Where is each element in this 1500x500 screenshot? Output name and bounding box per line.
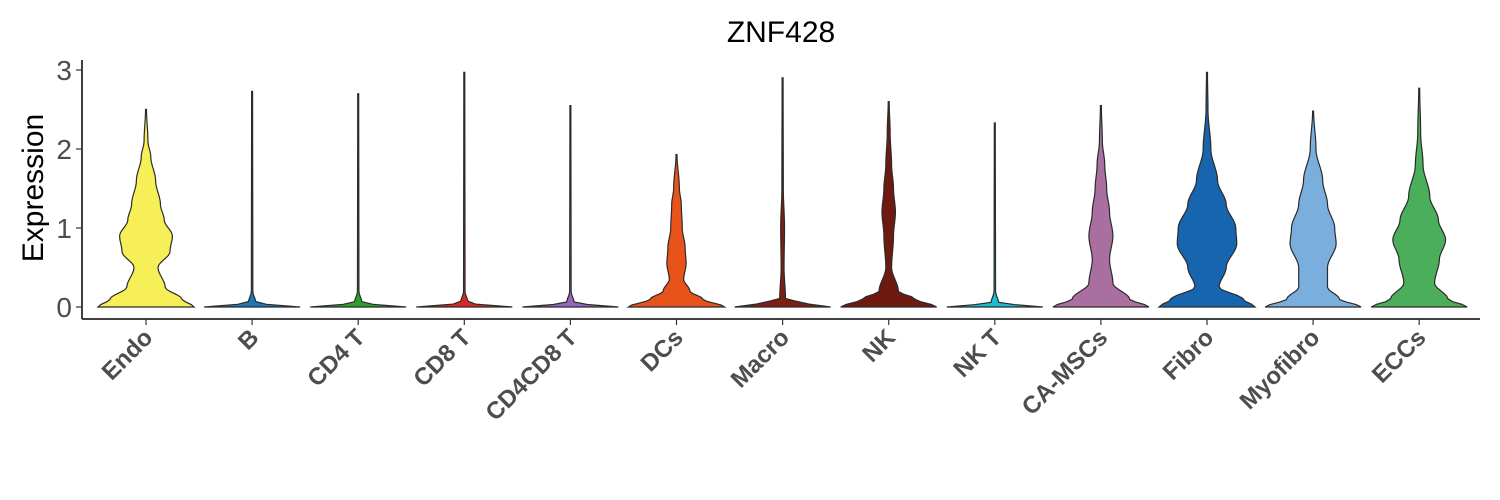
x-tick-label: DCs: [636, 324, 689, 377]
violin-nk-t: [946, 122, 1043, 308]
violin-eccs: [1370, 87, 1468, 308]
violin-cd4-t: [310, 93, 407, 308]
x-tick-label: ECCs: [1367, 324, 1431, 388]
y-axis: 0 1 2 3: [56, 55, 83, 323]
violin-nk: [840, 101, 937, 308]
x-axis: Endo B CD4 T CD8 T CD4CD8 T DCs Macro NK NK T CA-…: [82, 318, 1480, 426]
y-axis-label: Expression: [17, 114, 50, 262]
violin-cd4cd8-t: [522, 104, 619, 308]
x-tick-label: Endo: [97, 324, 159, 386]
x-tick-label: Myofibro: [1235, 324, 1326, 415]
violin-ca-mscs: [1052, 104, 1150, 308]
violin-cd8-t: [416, 71, 513, 308]
x-tick-label: Fibro: [1158, 324, 1220, 386]
x-tick-label: CD4CD8 T: [481, 324, 583, 426]
y-tick-label: 3: [56, 55, 72, 86]
violin-b: [204, 90, 301, 308]
x-tick-label: CA-MSCs: [1017, 324, 1113, 420]
x-tick-label: NK: [857, 324, 901, 368]
y-tick-label: 2: [56, 134, 72, 165]
x-tick-label: CD4 T: [302, 324, 370, 392]
violin-myofibro: [1264, 110, 1362, 308]
x-tick-label: Macro: [726, 324, 795, 393]
y-tick-label: 1: [56, 213, 72, 244]
x-tick-label: NK T: [948, 324, 1007, 383]
x-tick-label: CD8 T: [408, 324, 476, 392]
violin-group: [96, 71, 1468, 308]
x-tick-label: B: [233, 324, 264, 355]
violin-fibro: [1157, 71, 1257, 308]
y-tick-label: 0: [56, 292, 72, 323]
violin-endo: [96, 108, 196, 308]
violin-dcs: [626, 153, 727, 308]
violin-macro: [734, 77, 831, 308]
chart-title: ZNF428: [727, 16, 835, 49]
